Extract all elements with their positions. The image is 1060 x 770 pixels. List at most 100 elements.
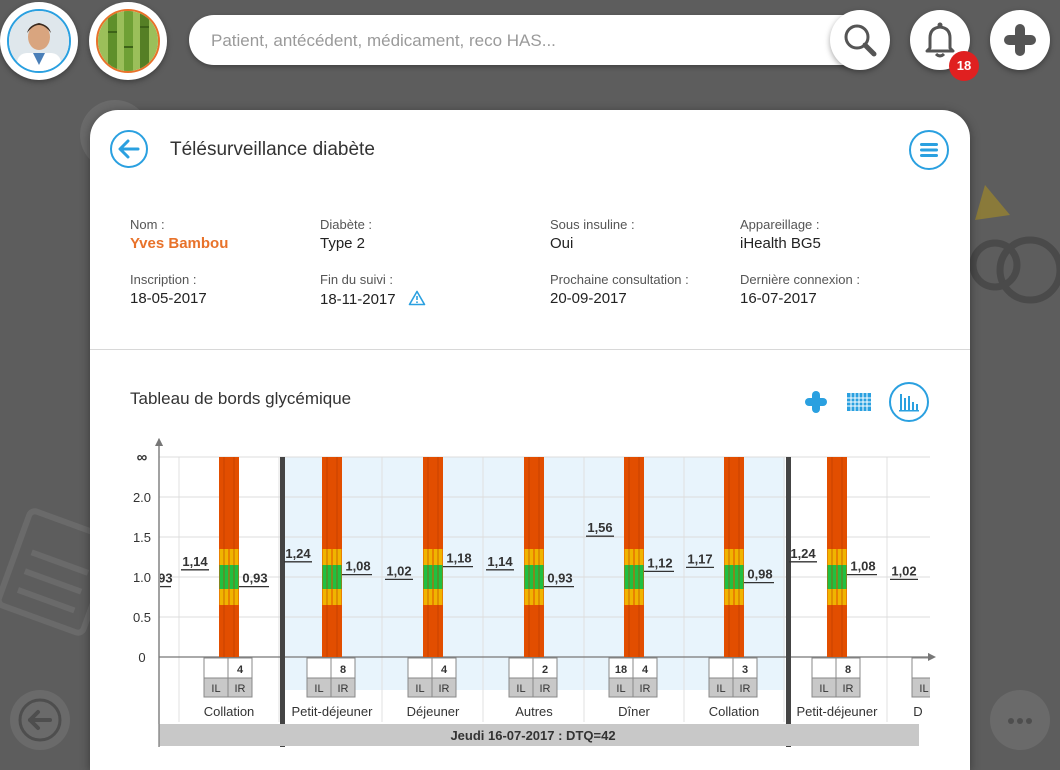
meal-label: Dîner (618, 704, 650, 719)
hamburger-icon (920, 143, 938, 157)
chart-right-mask (930, 432, 940, 723)
more-fab[interactable] (990, 690, 1050, 750)
plus-icon (1004, 24, 1036, 56)
insulin-il-box (203, 657, 229, 679)
search-button[interactable] (830, 10, 890, 70)
bell-icon (925, 22, 955, 58)
info-value: 20-09-2017 (550, 290, 627, 307)
day-bar (159, 724, 919, 746)
search-bar (189, 15, 869, 67)
fin-suivi-date: 18-11-2017 (320, 291, 396, 308)
insulin-il-label: IL (516, 683, 525, 695)
meal-label: D (913, 704, 922, 719)
insulin-ir-label-box (330, 677, 356, 698)
meal-label: Petit-déjeuner (797, 704, 879, 719)
meal-label: Déjeuner (407, 704, 460, 719)
insulin-ir-value: 4 (237, 664, 244, 676)
chart-view-button[interactable] (889, 382, 929, 422)
insulin-ir-value: 3 (742, 664, 748, 676)
warning-icon[interactable] (408, 290, 426, 306)
meal-label: Collation (709, 704, 760, 719)
before-value-label: 0,93 (147, 571, 172, 586)
doctor-avatar[interactable] (0, 2, 78, 80)
info-value: 16-07-2017 (740, 290, 817, 307)
before-value-label: 1,02 (386, 563, 411, 578)
info-inscription: Inscription : 18-05-2017 (130, 272, 207, 307)
back-button[interactable] (110, 130, 148, 168)
insulin-ir-label: IR (540, 683, 551, 695)
search-input[interactable] (209, 15, 813, 67)
before-value-label: 1,24 (790, 546, 816, 561)
page-title: Télésurveillance diabète (170, 139, 375, 160)
menu-button[interactable] (909, 130, 949, 170)
insulin-il-box (508, 657, 534, 679)
before-value-label: 1,14 (487, 554, 513, 569)
info-value: 18-11-2017 (320, 290, 426, 308)
insulin-il-label: IL (919, 683, 928, 695)
insulin-ir-label-box (632, 677, 658, 698)
before-value-label: 1,14 (182, 554, 208, 569)
y-tick-label: 0 (138, 650, 145, 665)
top-bar: 18 (0, 0, 1060, 81)
y-tick-label: 2.0 (133, 490, 151, 505)
arrow-left-icon (18, 698, 62, 742)
insulin-ir-label: IR (439, 683, 450, 695)
x-axis-arrow (928, 653, 936, 661)
insulin-ir-label-box (835, 677, 861, 698)
patient-avatar[interactable] (89, 2, 167, 80)
info-value: Type 2 (320, 235, 366, 252)
y-tick-label: 1.5 (133, 530, 151, 545)
info-appareillage: Appareillage : iHealth BG5 (740, 217, 821, 252)
table-view-icon[interactable] (846, 391, 872, 413)
insulin-il-label: IL (616, 683, 625, 695)
insulin-il-box (306, 657, 332, 679)
info-label: Diabète : (320, 217, 373, 232)
doctor-photo (9, 11, 69, 71)
chart-left-mask (128, 432, 158, 722)
meal-label: Autres (515, 704, 553, 719)
info-value: Oui (550, 235, 574, 252)
y-tick-label: ∞ (137, 449, 148, 466)
patient-name[interactable]: Yves Bambou (130, 235, 229, 252)
insulin-ir-label: IR (843, 683, 854, 695)
insulin-il-box (708, 657, 734, 679)
meal-label: Petit-déjeuner (292, 704, 374, 719)
after-value-label: 0,93 (547, 571, 572, 586)
add-button[interactable] (990, 10, 1050, 70)
insulin-il-label: IL (716, 683, 725, 695)
insulin-ir-value: 8 (845, 664, 851, 676)
info-insuline: Sous insuline : Oui (550, 217, 635, 252)
day-separator (280, 457, 285, 747)
info-label: Prochaine consultation : (550, 272, 689, 287)
back-fab[interactable] (10, 690, 70, 750)
add-measure-icon[interactable] (803, 389, 829, 415)
insulin-ir-label: IR (640, 683, 651, 695)
chart-left-mask-bottom (128, 724, 159, 760)
info-label: Inscription : (130, 272, 197, 287)
info-fin-suivi: Fin du suivi : 18-11-2017 (320, 272, 426, 308)
insulin-ir-label-box (227, 677, 253, 698)
dashboard-title: Tableau de bords glycémique (130, 389, 352, 408)
info-connexion: Dernière connexion : 16-07-2017 (740, 272, 860, 307)
insulin-il-label: IL (314, 683, 323, 695)
insulin-ir-value: 2 (542, 664, 548, 676)
before-value-label: 1,17 (687, 551, 712, 566)
y-tick-label: 1.0 (133, 570, 151, 585)
insulin-il-value: 18 (615, 664, 627, 676)
insulin-ir-label-box (732, 677, 758, 698)
meal-label: Collation (204, 704, 255, 719)
insulin-ir-value: 4 (642, 664, 649, 676)
insulin-il-label: IL (415, 683, 424, 695)
after-value-label: 1,08 (345, 559, 370, 574)
newspaper-decoration (0, 508, 100, 636)
after-value-label: 1,08 (850, 559, 875, 574)
before-value-label: 1,24 (285, 546, 311, 561)
after-value-label: 0,98 (747, 567, 772, 582)
info-value: 18-05-2017 (130, 290, 207, 307)
insulin-il-label: IL (211, 683, 220, 695)
before-value-label: 1,56 (587, 520, 612, 535)
insulin-ir-label: IR (740, 683, 751, 695)
info-label: Appareillage : (740, 217, 820, 232)
search-icon (844, 24, 877, 57)
info-consultation: Prochaine consultation : 20-09-2017 (550, 272, 689, 307)
